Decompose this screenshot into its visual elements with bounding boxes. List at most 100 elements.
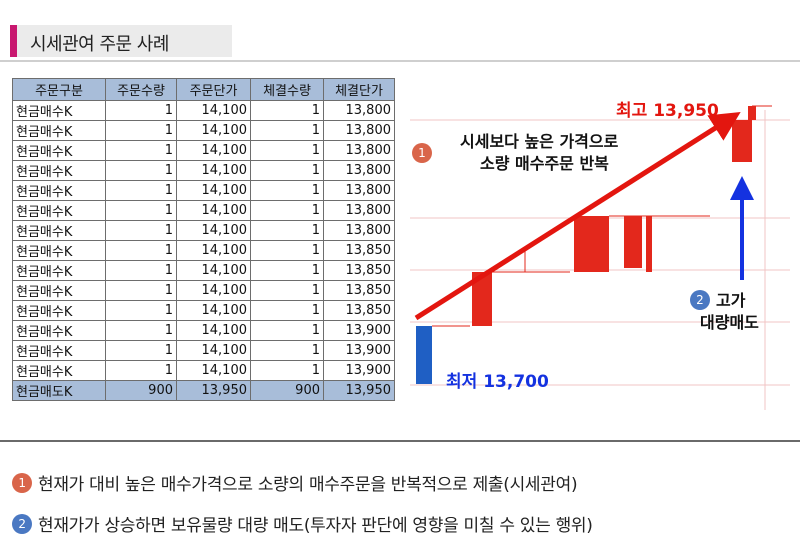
table-cell: 1 — [250, 340, 324, 361]
table-row: 현금매수K 1 14,100 1 13,850 — [12, 300, 395, 321]
table-cell: 1 — [250, 300, 324, 321]
table-cell: 14,100 — [176, 180, 251, 201]
table-cell: 현금매수K — [12, 180, 106, 201]
badge-2-number: 2 — [696, 293, 704, 307]
note-2-text: 현재가가 상승하면 보유물량 대량 매도(투자자 판단에 영향을 미칠 수 있는… — [38, 516, 593, 536]
column-header: 체결단가 — [323, 78, 395, 101]
table-cell: 현금매수K — [12, 160, 106, 181]
table-cell: 1 — [250, 140, 324, 161]
table-cell: 1 — [105, 260, 177, 281]
table-cell: 1 — [250, 100, 324, 121]
table-cell: 1 — [250, 180, 324, 201]
table-cell: 1 — [105, 320, 177, 341]
table-cell: 1 — [105, 340, 177, 361]
table-row: 현금매수K 1 14,100 1 13,850 — [12, 240, 395, 261]
table-cell: 1 — [105, 160, 177, 181]
candle-up — [624, 216, 642, 268]
table-header-row: 주문구분 주문수량 주문단가 체결수량 체결단가 — [12, 78, 395, 101]
table-cell: 1 — [105, 180, 177, 201]
table-cell: 13,900 — [323, 340, 395, 361]
table-cell: 13,800 — [323, 220, 395, 241]
table-cell: 현금매수K — [12, 340, 106, 361]
table-cell: 1 — [105, 120, 177, 141]
price-chart: 1 시세보다 높은 가격으로 소량 매수주문 반복 최고 13,950 최저 1… — [410, 101, 790, 410]
table-cell: 현금매수K — [12, 200, 106, 221]
table-cell: 14,100 — [176, 260, 251, 281]
table-cell: 1 — [105, 100, 177, 121]
table-body: 현금매수K 1 14,100 1 13,800 현금매수K 1 14,100 1 13,800 현금… — [12, 100, 395, 401]
title-bar: 시세관여 주문 사례 — [10, 25, 232, 57]
high-price-label: 최고 13,950 — [616, 101, 719, 121]
table-cell: 1 — [250, 220, 324, 241]
table-row: 현금매수K 1 14,100 1 13,900 — [12, 360, 395, 381]
table-row: 현금매도K 900 13,950 900 13,950 — [12, 380, 395, 401]
table-cell: 1 — [105, 280, 177, 301]
badge-2-icon: 2 — [12, 513, 32, 534]
top-divider — [0, 60, 800, 62]
table-cell: 13,800 — [323, 200, 395, 221]
table-row: 현금매수K 1 14,100 1 13,900 — [12, 320, 395, 341]
table-cell: 1 — [250, 280, 324, 301]
table-row: 현금매수K 1 14,100 1 13,800 — [12, 220, 395, 241]
table-row: 현금매수K 1 14,100 1 13,800 — [12, 100, 395, 121]
column-header: 주문수량 — [105, 78, 177, 101]
table-cell: 13,950 — [176, 380, 251, 401]
table-cell: 14,100 — [176, 280, 251, 301]
table-cell: 14,100 — [176, 140, 251, 161]
low-price-label: 최저 13,700 — [446, 372, 549, 392]
table-cell: 14,100 — [176, 200, 251, 221]
table-cell: 13,800 — [323, 180, 395, 201]
table-row: 현금매수K 1 14,100 1 13,800 — [12, 200, 395, 221]
trend-arrow — [414, 111, 741, 321]
table-cell: 14,100 — [176, 320, 251, 341]
table-cell: 14,100 — [176, 340, 251, 361]
table-cell: 1 — [105, 240, 177, 261]
table-cell: 13,800 — [323, 100, 395, 121]
note-1: 1 현재가 대비 높은 매수가격으로 소량의 매수주문을 반복적으로 제출(시세관… — [12, 470, 578, 495]
table-cell: 13,800 — [323, 160, 395, 181]
badge-2-icon — [690, 290, 710, 310]
note-1-text: 현재가 대비 높은 매수가격으로 소량의 매수주문을 반복적으로 제출(시세관여… — [38, 475, 578, 495]
table-cell: 14,100 — [176, 360, 251, 381]
annotation-1-line2: 소량 매수주문 반복 — [480, 154, 609, 173]
table-cell: 14,100 — [176, 160, 251, 181]
table-cell: 현금매수K — [12, 260, 106, 281]
table-cell: 현금매수K — [12, 320, 106, 341]
page-title: 시세관여 주문 사례 — [30, 34, 169, 55]
column-header: 주문단가 — [176, 78, 251, 101]
table-cell: 13,850 — [323, 260, 395, 281]
table-cell: 1 — [250, 120, 324, 141]
table-cell: 1 — [250, 160, 324, 181]
annotation-2-line1: 고가 — [716, 291, 746, 310]
column-header: 체결수량 — [250, 78, 324, 101]
annotation-2: 2 고가 대량매도 — [690, 290, 759, 332]
table-cell: 13,900 — [323, 360, 395, 381]
table-cell: 1 — [105, 360, 177, 381]
annotation-2-line2: 대량매도 — [700, 313, 759, 332]
table-cell: 13,850 — [323, 280, 395, 301]
candle-up — [574, 216, 596, 272]
table-row: 현금매수K 1 14,100 1 13,800 — [12, 160, 395, 181]
table-cell: 13,800 — [323, 140, 395, 161]
candle-up — [732, 120, 752, 162]
table-row: 현금매수K 1 14,100 1 13,800 — [12, 120, 395, 141]
table-cell: 1 — [250, 320, 324, 341]
title-accent-mark — [10, 25, 17, 57]
candle-up — [596, 216, 609, 272]
table-row: 현금매수K 1 14,100 1 13,800 — [12, 180, 395, 201]
table-cell: 14,100 — [176, 240, 251, 261]
table-row: 현금매수K 1 14,100 1 13,850 — [12, 280, 395, 301]
table-cell: 13,900 — [323, 320, 395, 341]
table-cell: 1 — [105, 300, 177, 321]
table-cell: 1 — [105, 220, 177, 241]
table-row: 현금매수K 1 14,100 1 13,900 — [12, 340, 395, 361]
badge-1-icon: 1 — [12, 472, 32, 493]
table-cell: 1 — [250, 240, 324, 261]
annotation-1: 1 시세보다 높은 가격으로 소량 매수주문 반복 — [412, 132, 619, 173]
table-cell: 1 — [250, 260, 324, 281]
table-row: 현금매수K 1 14,100 1 13,800 — [12, 140, 395, 161]
candle-up — [472, 272, 492, 326]
table-cell: 현금매수K — [12, 140, 106, 161]
table-cell: 현금매수K — [12, 360, 106, 381]
candle-up — [748, 106, 756, 120]
